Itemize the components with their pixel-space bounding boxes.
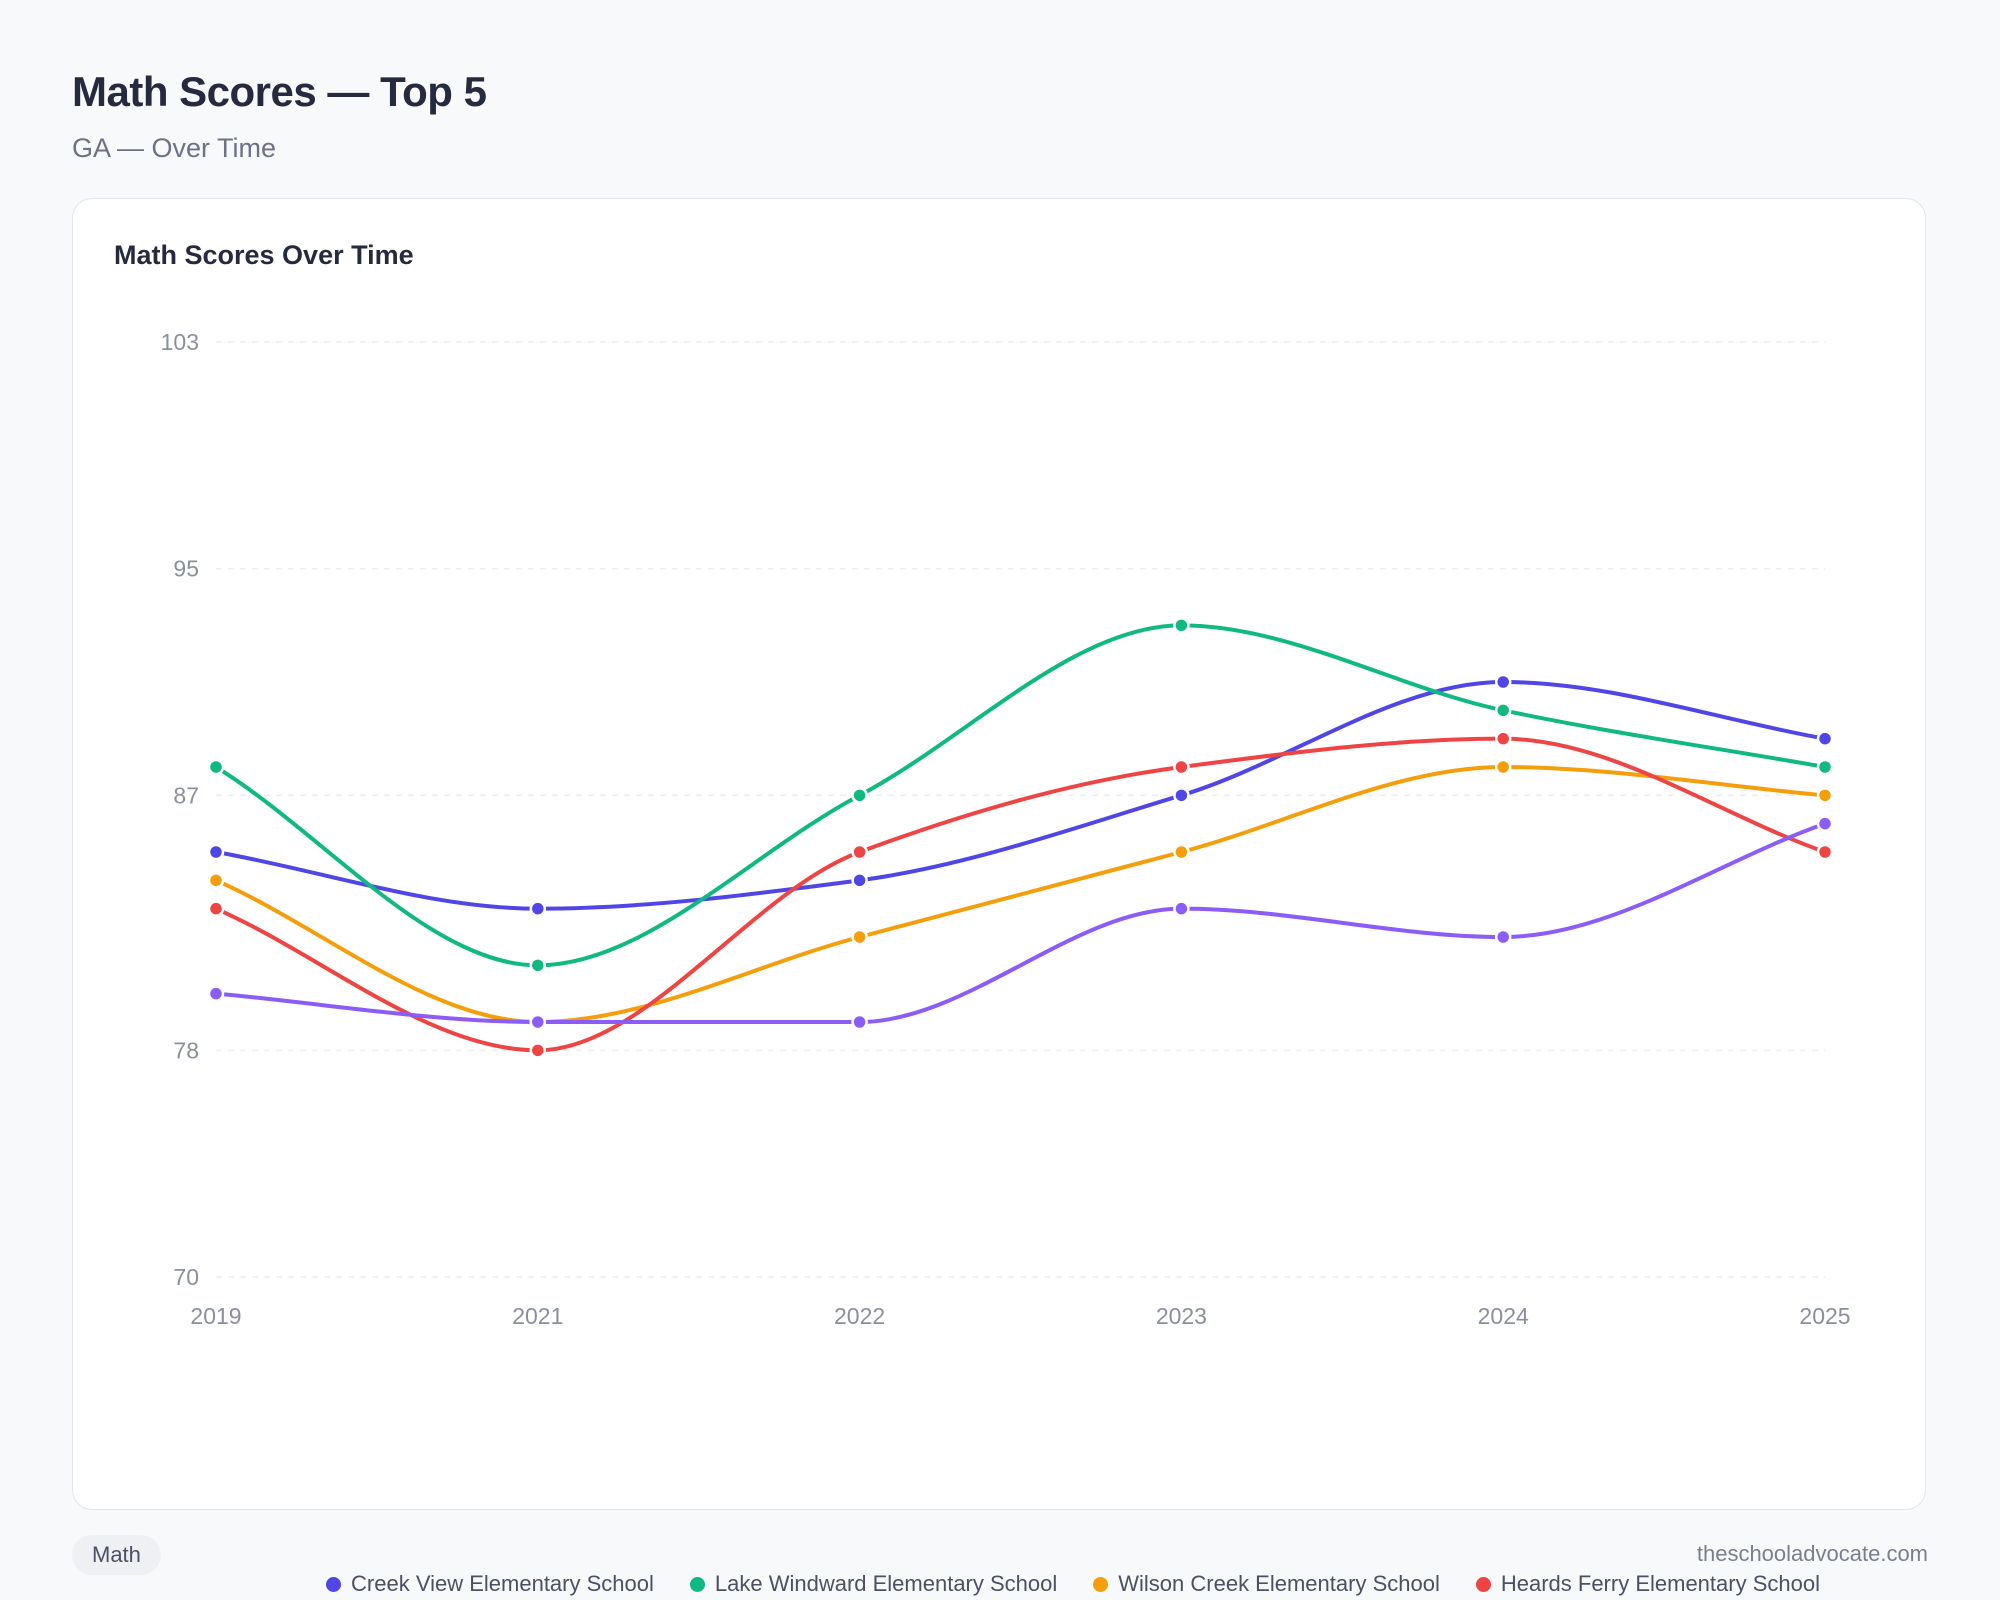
- series-line: [214, 680, 1827, 911]
- data-point[interactable]: [1816, 758, 1834, 776]
- data-point[interactable]: [207, 872, 225, 889]
- series-line: [214, 623, 1827, 968]
- data-point[interactable]: [207, 985, 225, 1002]
- legend-label: Wilson Creek Elementary School: [1118, 1571, 1440, 1596]
- legend-label: Creek View Elementary School: [351, 1571, 654, 1596]
- data-point[interactable]: [851, 787, 868, 804]
- data-point[interactable]: [207, 843, 225, 861]
- y-axis-ticks: 70 78 87 95 103: [161, 329, 199, 1290]
- x-tick-label: 2024: [1478, 1303, 1529, 1329]
- data-point[interactable]: [1173, 787, 1190, 804]
- subject-tag[interactable]: Math: [72, 1535, 161, 1575]
- legend-item[interactable]: Lake Windward Elementary School: [689, 1566, 1058, 1600]
- y-tick-label: 95: [173, 556, 199, 582]
- chart-legend: Creek View Elementary School Lake Windwar…: [233, 1566, 1913, 1600]
- data-point[interactable]: [529, 957, 547, 974]
- series-lines: [214, 623, 1827, 1053]
- chart-title: Math Scores Over Time: [114, 240, 414, 270]
- data-point[interactable]: [529, 1042, 547, 1059]
- data-point[interactable]: [1816, 787, 1834, 804]
- x-tick-label: 2021: [512, 1303, 563, 1329]
- data-point[interactable]: [207, 758, 225, 776]
- y-tick-label: 87: [173, 782, 199, 808]
- data-point[interactable]: [1816, 730, 1834, 747]
- legend-swatch: [1475, 1576, 1491, 1592]
- data-point[interactable]: [1494, 673, 1512, 691]
- x-tick-label: 2025: [1799, 1303, 1850, 1329]
- page-subtitle: GA — Over Time: [72, 133, 277, 163]
- series-line: [214, 821, 1827, 1025]
- x-tick-label: 2022: [834, 1303, 885, 1329]
- data-point[interactable]: [529, 1013, 547, 1031]
- legend-swatch: [689, 1576, 705, 1592]
- data-point[interactable]: [207, 900, 225, 917]
- data-point[interactable]: [1173, 900, 1190, 917]
- data-point[interactable]: [851, 843, 868, 861]
- data-point[interactable]: [851, 872, 868, 889]
- gridlines: [216, 341, 1825, 1278]
- legend-swatch: [1093, 1576, 1109, 1592]
- data-point[interactable]: [1173, 843, 1190, 861]
- legend-item[interactable]: Wilson Creek Elementary School: [1093, 1566, 1440, 1600]
- data-point[interactable]: [1816, 843, 1834, 861]
- series-line: [214, 765, 1827, 1024]
- series-line: [214, 736, 1827, 1053]
- data-point[interactable]: [851, 928, 868, 946]
- data-point[interactable]: [1173, 758, 1190, 776]
- data-point[interactable]: [1494, 758, 1512, 776]
- y-tick-label: 70: [173, 1264, 199, 1290]
- series-points: [207, 617, 1834, 1059]
- data-point[interactable]: [851, 1013, 868, 1031]
- legend-item[interactable]: Creek View Elementary School: [326, 1566, 654, 1600]
- data-point[interactable]: [529, 900, 547, 917]
- page-title: Math Scores — Top 5: [72, 68, 487, 115]
- y-tick-label: 103: [161, 329, 199, 355]
- data-point[interactable]: [1816, 815, 1834, 832]
- legend-swatch: [326, 1576, 342, 1592]
- legend-label: Lake Windward Elementary School: [714, 1571, 1058, 1596]
- x-tick-label: 2019: [190, 1303, 241, 1329]
- data-point[interactable]: [1494, 730, 1512, 747]
- line-chart: 70 78 87 95 103 2019 2021 2022 2023 2024 2025: [161, 329, 1851, 1329]
- legend-label: Heards Ferry Elementary School: [1500, 1571, 1820, 1596]
- data-point[interactable]: [1173, 617, 1190, 634]
- site-link[interactable]: theschooladvocate.com: [1696, 1541, 1928, 1566]
- chart-card: Math Scores Over Time 70 78 87 95 103 2019 20…: [72, 198, 1926, 1596]
- legend-item[interactable]: Heards Ferry Elementary School: [1475, 1566, 1820, 1600]
- x-tick-label: 2023: [1156, 1303, 1207, 1329]
- y-tick-label: 78: [173, 1037, 199, 1063]
- data-point[interactable]: [1494, 702, 1512, 719]
- x-axis-ticks: 2019 2021 2022 2023 2024 2025: [190, 1303, 1850, 1329]
- data-point[interactable]: [1494, 928, 1512, 946]
